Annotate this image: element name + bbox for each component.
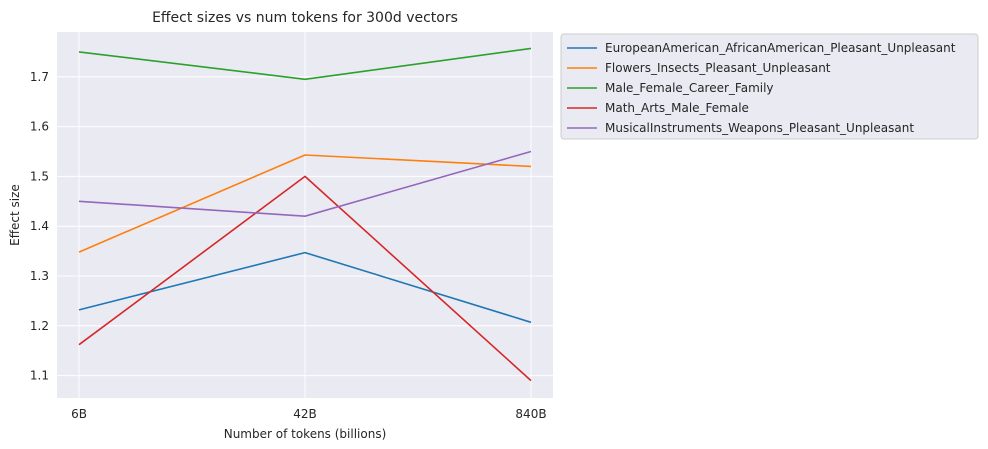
- legend: EuropeanAmerican_AfricanAmerican_Pleasan…: [560, 33, 979, 140]
- y-tick-label: 1.1: [30, 369, 49, 383]
- legend-label: Male_Female_Career_Family: [605, 81, 774, 95]
- legend-label: Flowers_Insects_Pleasant_Unpleasant: [605, 61, 831, 75]
- legend-box: [560, 33, 979, 140]
- grid-lines: [57, 32, 553, 398]
- x-tick-label: 6B: [71, 407, 87, 421]
- y-axis-label: Effect size: [8, 184, 22, 246]
- series-lines: [78, 47, 532, 382]
- y-tick-label: 1.6: [30, 120, 49, 134]
- legend-label: Math_Arts_Male_Female: [605, 101, 749, 115]
- y-tick-label: 1.3: [30, 269, 49, 283]
- series-line: [78, 175, 532, 382]
- series-line: [78, 251, 532, 324]
- y-tick-label: 1.2: [30, 319, 49, 333]
- y-tick-label: 1.7: [30, 70, 49, 84]
- x-tick-label: 42B: [293, 407, 317, 421]
- series-line: [78, 154, 532, 253]
- x-tick-label: 840B: [515, 407, 546, 421]
- legend-label: MusicalInstruments_Weapons_Pleasant_Unpl…: [605, 121, 914, 135]
- legend-label: EuropeanAmerican_AfricanAmerican_Pleasan…: [605, 41, 956, 55]
- y-tick-label: 1.4: [30, 219, 49, 233]
- axis-ticks: 1.1 1.2 1.3 1.4 1.5 1.6 1.7 6B 42B 840B: [30, 70, 547, 421]
- y-tick-label: 1.5: [30, 169, 49, 183]
- series-line: [78, 47, 532, 81]
- chart-title: Effect sizes vs num tokens for 300d vect…: [152, 10, 458, 26]
- x-axis-label: Number of tokens (billions): [224, 427, 387, 441]
- series-line: [78, 150, 532, 217]
